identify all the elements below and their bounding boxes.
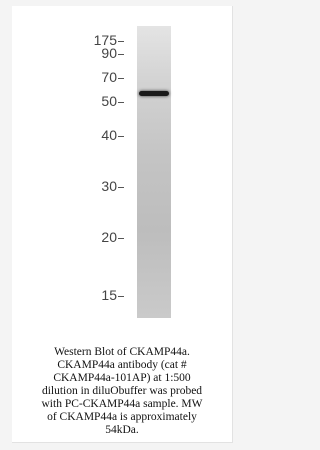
marker-label: 90 xyxy=(101,46,124,60)
blot-lane xyxy=(137,26,171,318)
marker-label: 15 xyxy=(101,288,124,302)
caption-line: 54kDa. xyxy=(16,424,228,437)
page: {"blot": {"markers": ["175", "90", "70",… xyxy=(0,0,242,450)
marker-label: 20 xyxy=(101,230,124,244)
caption-line: of CKAMP44a is approximately xyxy=(16,411,228,424)
caption-line: with PC-CKAMP44a sample. MW xyxy=(16,398,228,411)
caption-line: CKAMP44a antibody (cat # xyxy=(16,359,228,372)
blot-band xyxy=(139,91,169,96)
marker-label: 30 xyxy=(101,179,124,193)
marker-label: 40 xyxy=(101,128,124,142)
caption-line: Western Blot of CKAMP44a. xyxy=(16,346,228,359)
caption-line: dilution in diluObuffer was probed xyxy=(16,385,228,398)
marker-label: 50 xyxy=(101,94,124,108)
caption-line: CKAMP44a-101AP) at 1:500 xyxy=(16,372,228,385)
caption: Western Blot of CKAMP44a.CKAMP44a antibo… xyxy=(16,346,228,437)
marker-label: 70 xyxy=(101,70,124,84)
